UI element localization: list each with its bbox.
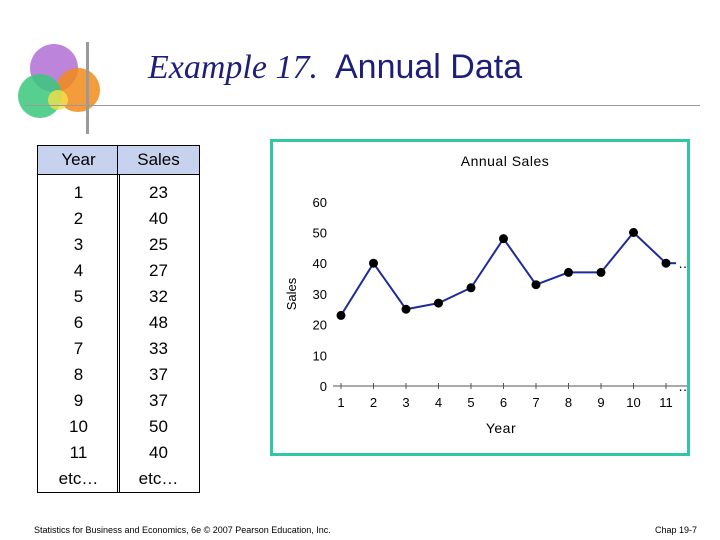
x-tick-label: 6	[500, 395, 507, 410]
sales-cell: 40	[149, 209, 168, 228]
sales-cell: 37	[149, 391, 168, 410]
y-axis-label: Sales	[284, 277, 299, 310]
data-point	[564, 267, 573, 277]
year-cell: 9	[73, 391, 84, 410]
data-point	[629, 228, 638, 237]
sales-cell: 32	[149, 287, 168, 306]
year-cell: 6	[73, 313, 84, 332]
year-header: Year	[38, 146, 119, 175]
data-point	[499, 234, 508, 244]
data-point	[661, 258, 671, 268]
footer-citation: Statistics for Business and Economics, 6…	[34, 525, 331, 535]
sales-cell: 40	[149, 443, 168, 462]
year-cell: 8	[73, 365, 84, 384]
chart-title: Annual Sales	[461, 153, 550, 169]
sales-cell: 25	[149, 235, 168, 254]
divider-horizontal	[24, 105, 700, 106]
data-point	[336, 310, 346, 320]
title-plain: Annual Data	[334, 48, 523, 86]
sales-rows: 23 40 25 27 32 48 33 37 37 50 40 etc…	[118, 175, 199, 492]
y-tick-label: 20	[313, 318, 327, 333]
sales-cell: 27	[149, 261, 168, 280]
y-tick-label: 10	[313, 348, 327, 363]
divider-vertical	[86, 42, 89, 134]
series-line	[340, 231, 667, 316]
year-cell: 7	[73, 339, 84, 358]
x-tick-label: 4	[435, 395, 442, 410]
data-point	[466, 283, 476, 293]
sales-cell: 37	[149, 365, 168, 384]
sales-column: Sales 23 40 25 27 32 48 33 37 37 50 40 etc…	[117, 145, 200, 493]
data-point	[401, 304, 411, 314]
x-tick-label: 3	[402, 395, 409, 410]
y-tick-label: 60	[313, 195, 327, 210]
chart-frame: Annual Sales Sales Year 0 10 20 30 40 50 60 1 2…	[270, 139, 692, 456]
y-tick-label: 0	[320, 379, 327, 394]
year-cell: 4	[73, 261, 84, 280]
title-italic: Example 17.	[148, 49, 318, 86]
sales-cell: 33	[149, 339, 168, 358]
x-axis-label: Year	[486, 420, 516, 436]
x-tick-label: 1	[337, 395, 344, 410]
sales-cell: etc…	[138, 469, 179, 488]
year-cell: 10	[69, 417, 88, 436]
year-cell: 2	[73, 209, 84, 228]
data-point	[531, 280, 541, 290]
continuation-mark-top: …	[678, 255, 687, 271]
x-tick-label: 9	[597, 395, 604, 410]
x-tick-label: 11	[659, 395, 673, 410]
data-point	[369, 258, 378, 268]
x-tick-label: 8	[565, 395, 572, 410]
x-tick-label: 2	[370, 395, 377, 410]
logo-circles	[18, 44, 100, 118]
sales-header: Sales	[118, 146, 199, 175]
year-cell: 3	[73, 235, 84, 254]
annual-sales-chart: Annual Sales Sales Year 0 10 20 30 40 50 60 1 2…	[284, 153, 692, 436]
x-tick-label: 10	[626, 395, 640, 410]
data-point	[434, 298, 443, 308]
sales-cell: 50	[149, 417, 168, 436]
year-cell: 5	[73, 287, 84, 306]
year-cell: etc…	[58, 469, 99, 488]
y-tick-label: 30	[313, 287, 327, 302]
year-rows: 1 2 3 4 5 6 7 8 9 10 11 etc…	[38, 175, 119, 492]
y-tick-label: 50	[313, 226, 327, 241]
x-tick-label: 7	[532, 395, 539, 410]
footer-page: Chap 19-7	[655, 525, 698, 535]
continuation-mark-bottom: …	[678, 378, 687, 394]
x-tick-label: 5	[467, 395, 474, 410]
sales-cell: 48	[149, 313, 168, 332]
data-point	[596, 267, 606, 277]
year-column: Year 1 2 3 4 5 6 7 8 9 10 11 etc…	[37, 145, 120, 493]
sales-cell: 23	[149, 183, 168, 202]
y-tick-label: 40	[313, 256, 327, 271]
year-cell: 1	[73, 183, 84, 202]
slide-title: Example 17. Annual Data	[148, 48, 522, 87]
year-cell: 11	[69, 443, 88, 462]
